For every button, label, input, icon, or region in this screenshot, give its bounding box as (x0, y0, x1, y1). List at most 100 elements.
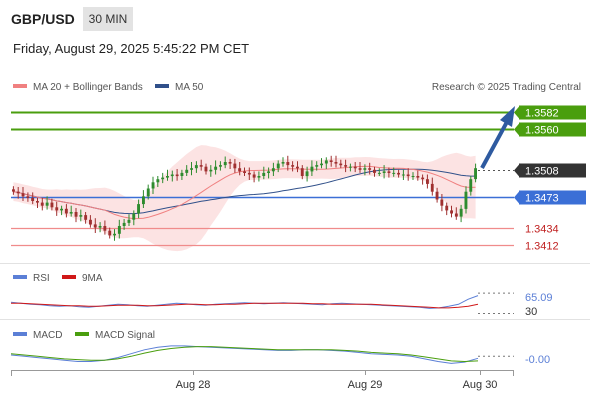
candle-body (219, 165, 222, 167)
candle-body (137, 204, 140, 214)
candle (373, 166, 376, 177)
timeframe-badge[interactable]: 30 MIN (83, 7, 133, 31)
candle (12, 186, 15, 195)
candle (296, 161, 299, 173)
candle-body (194, 165, 198, 169)
candle-body (416, 176, 420, 178)
rsi-legend-swatch (13, 275, 27, 279)
x-tick-label: Aug 30 (463, 379, 498, 391)
candle (450, 205, 453, 218)
candle (151, 176, 155, 194)
candle-body (397, 172, 400, 175)
level-tag-resistance (519, 122, 586, 137)
candle (276, 160, 280, 173)
symbol-title: GBP/USD (11, 11, 75, 27)
candle-body (190, 168, 193, 170)
candle-body (113, 233, 116, 236)
candle-body (228, 162, 232, 164)
candle (228, 158, 232, 169)
chart-datetime: Friday, August 29, 2025 5:45:22 PM CET (13, 41, 250, 56)
forecast-arrow-shaft (480, 119, 510, 169)
candle-body (435, 191, 439, 200)
candle-body (349, 166, 352, 168)
candle (426, 174, 429, 189)
candle (267, 167, 270, 179)
candle (89, 215, 92, 228)
candle-body (26, 196, 30, 198)
candle-body (98, 226, 102, 228)
ma20-legend-label: MA 20 + Bollinger Bands (33, 82, 143, 93)
candle (430, 177, 434, 196)
candle (406, 168, 410, 181)
macd-signal-line (10, 346, 479, 363)
candle-body (291, 165, 295, 167)
candle (79, 209, 83, 222)
macd-lines (10, 345, 514, 364)
candle (339, 159, 343, 169)
candle-body (406, 174, 410, 177)
candle-body (469, 179, 473, 192)
ma20-legend-swatch (13, 84, 27, 88)
candle-body (12, 189, 15, 192)
candle (113, 229, 116, 241)
candle (397, 169, 400, 178)
candle-body (170, 174, 174, 177)
candle-body (368, 168, 372, 170)
candle (103, 220, 107, 235)
level-tag-pointer (514, 190, 520, 205)
candle (358, 162, 362, 173)
candle-body (199, 165, 203, 167)
candle-body (185, 169, 189, 173)
candle (166, 169, 169, 181)
candle-body (267, 171, 270, 173)
candle (464, 186, 468, 214)
candle-body (329, 160, 333, 162)
candle-body (146, 188, 150, 197)
macd-legend-swatch (13, 332, 27, 336)
candle-body (305, 171, 309, 177)
candle-body (450, 210, 453, 214)
candle-body (74, 212, 78, 217)
level-label-pivot: 1.3473 (525, 193, 559, 205)
candle-body (401, 174, 405, 176)
candle-body (223, 162, 227, 166)
candle-body (474, 168, 477, 180)
candle-body (55, 207, 59, 211)
candle-body (69, 212, 73, 214)
macd-signal-legend-swatch (75, 332, 89, 336)
candle (233, 158, 237, 173)
candle-body (310, 166, 314, 172)
candle (262, 166, 266, 180)
candle-body (411, 176, 415, 177)
candle (98, 222, 102, 233)
candle (45, 196, 49, 210)
candle-body (440, 199, 444, 206)
candle-body (320, 163, 323, 166)
candle-body (180, 172, 184, 176)
candle (401, 169, 405, 180)
candle (209, 165, 213, 177)
candle (50, 198, 54, 211)
candle (344, 159, 348, 173)
candle-body (276, 163, 280, 169)
candle-body (64, 208, 68, 214)
candle (421, 174, 425, 185)
candle-body (36, 201, 39, 203)
ma50-legend-swatch (155, 84, 169, 88)
candle-body (339, 163, 343, 166)
level-label-resistance: 1.3560 (525, 125, 559, 137)
candle-body (21, 193, 25, 197)
candle-body (175, 174, 179, 177)
level-label-support: 1.3434 (525, 224, 559, 236)
candle (334, 155, 338, 168)
candle-body (79, 215, 83, 217)
candle-body (315, 165, 319, 167)
macd-panel: MACD MACD Signal -0.00 (10, 330, 550, 366)
candle-body (454, 213, 458, 217)
candle-body (247, 172, 251, 175)
candle (122, 219, 126, 230)
level-label-resistance: 1.3582 (525, 108, 559, 120)
candle-body (103, 226, 107, 231)
candle (161, 172, 165, 184)
candle-body (16, 191, 20, 194)
